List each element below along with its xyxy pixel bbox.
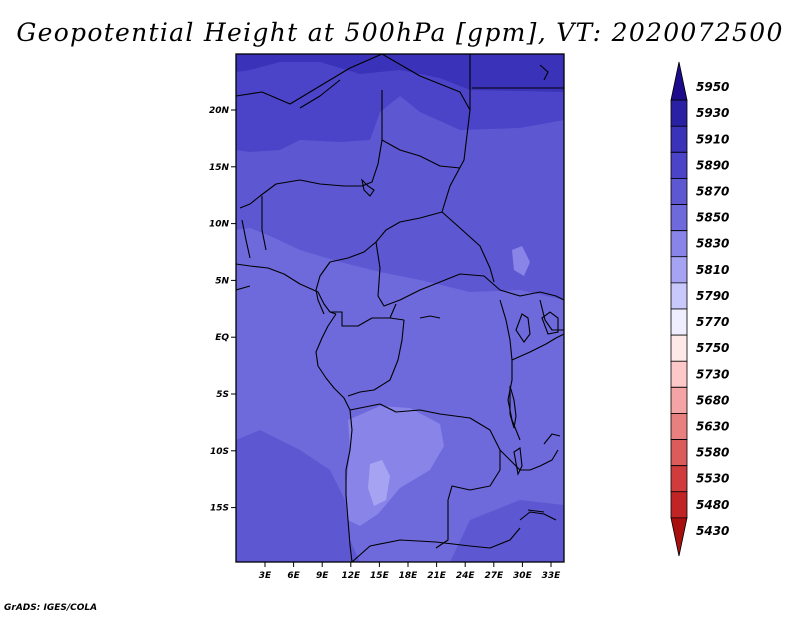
lat-label: 10S — [210, 447, 229, 457]
latitude-axis: 20N 15N 10N 5N EQ 5S 10S 15S — [209, 106, 236, 514]
colorbar-swatch — [670, 61, 688, 101]
lon-label: 6E — [287, 571, 300, 581]
colorbar-label: 5850 — [696, 211, 729, 225]
colorbar-label: 5530 — [696, 472, 729, 486]
colorbar-swatch — [670, 334, 688, 362]
colorbar-label: 5870 — [696, 185, 729, 199]
colorbar-swatch — [670, 99, 688, 127]
lon-label: 24E — [456, 571, 476, 581]
colorbar-label: 5930 — [696, 106, 729, 120]
colorbar-swatch — [670, 517, 688, 557]
height-field-5830-angola — [346, 406, 444, 526]
lat-label: 15S — [210, 504, 229, 514]
colorbar-swatch — [670, 386, 688, 414]
colorbar-label: 5680 — [696, 393, 729, 407]
colorbar-swatch — [670, 256, 688, 284]
footer-credit: GrADS: IGES/COLA — [4, 603, 98, 613]
colorbar-label: 5750 — [696, 341, 729, 355]
colorbar-swatch — [670, 308, 688, 336]
colorbar-label: 5580 — [696, 446, 729, 460]
height-field-5810-angola — [368, 460, 390, 506]
colorbar: 5950 5930 5910 5890 5870 5850 5830 5810 5790 5770… — [670, 61, 729, 557]
lon-label: 18E — [399, 571, 419, 581]
colorbar-swatch — [670, 204, 688, 232]
lon-label: 33E — [542, 571, 562, 581]
lon-label: 27E — [484, 571, 504, 581]
colorbar-label: 5890 — [696, 158, 729, 172]
colorbar-label: 5830 — [696, 237, 729, 251]
colorbar-swatch — [670, 491, 688, 519]
lon-label: 15E — [370, 571, 390, 581]
colorbar-label: 5430 — [696, 524, 729, 538]
lakes — [361, 64, 559, 513]
colorbar-swatch — [670, 178, 688, 205]
lon-label: 21E — [427, 571, 447, 581]
map-frame — [235, 53, 565, 563]
colorbar-swatch — [670, 465, 688, 493]
colorbar-label: 5790 — [696, 289, 729, 303]
lon-label: 9E — [316, 571, 329, 581]
colorbar-swatch — [670, 439, 688, 467]
height-field-5910-north — [236, 54, 564, 92]
lon-label: 12E — [341, 571, 361, 581]
colorbar-swatch — [670, 151, 688, 179]
lon-label: 3E — [259, 571, 272, 581]
lat-label: 15N — [209, 163, 230, 173]
lon-label: 30E — [513, 571, 533, 581]
colorbar-swatch — [670, 360, 688, 388]
height-field-5830-lakes — [512, 246, 530, 276]
lat-label: 20N — [209, 106, 230, 116]
colorbar-label: 5730 — [696, 367, 729, 381]
lat-label: EQ — [215, 333, 229, 343]
lat-label: 5N — [215, 276, 229, 286]
colorbar-swatch — [670, 230, 688, 258]
colorbar-swatch — [670, 413, 688, 440]
colorbar-swatch — [670, 282, 688, 310]
height-field-5870-southwest — [236, 430, 360, 562]
colorbar-label: 5630 — [696, 420, 729, 434]
colorbar-label: 5770 — [696, 315, 729, 329]
colorbar-label: 5950 — [696, 80, 729, 94]
page-title: Geopotential Height at 500hPa [gpm], VT:… — [16, 18, 784, 47]
colorbar-label: 5910 — [696, 132, 729, 146]
colorbar-label: 5480 — [696, 498, 729, 512]
longitude-axis: 3E 6E 9E 12E 15E 18E 21E 24E 27E 30E 33E — [259, 562, 561, 581]
colorbar-label: 5810 — [696, 263, 729, 277]
map-area — [236, 54, 564, 562]
colorbar-swatch — [670, 125, 688, 153]
lat-label: 5S — [216, 390, 229, 400]
lat-label: 10N — [209, 220, 230, 230]
